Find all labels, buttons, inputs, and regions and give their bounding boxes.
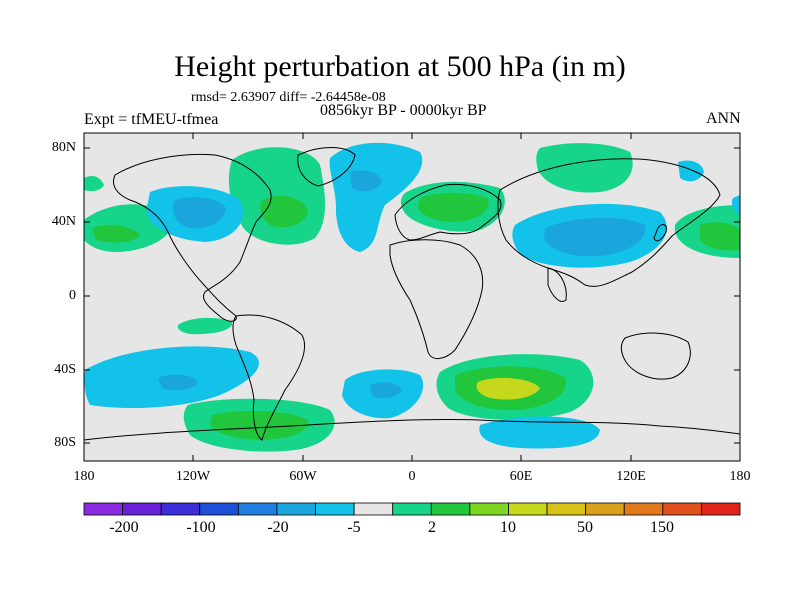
colorbar-label: -100 [186, 519, 216, 536]
lat-tick-label: 80N [51, 140, 76, 155]
colorbar-swatch [469, 502, 509, 516]
colorbar-swatch [83, 502, 123, 516]
colorbar-swatch [353, 502, 394, 516]
colorbar-swatch [662, 502, 702, 516]
colorbar-swatch [199, 502, 239, 516]
lon-tick-label: 0 [408, 469, 416, 484]
experiment-label: Expt = tfMEU-tfmea [84, 111, 219, 128]
lon-tick-label: 120E [616, 469, 646, 484]
map-frame [83, 132, 741, 462]
lat-tick-label: 0 [69, 288, 76, 303]
map-field [84, 133, 740, 461]
lat-tick-label: 40S [54, 362, 76, 377]
colorbar-label: -20 [267, 519, 289, 536]
colorbar-label: -5 [347, 519, 361, 536]
colorbar-swatch [160, 502, 201, 516]
colorbar-swatch [508, 502, 548, 516]
stats-line: rmsd= 2.63907 diff= -2.64458e-08 [191, 90, 386, 105]
lat-tick-label: 40N [51, 214, 76, 229]
colorbar-swatch [701, 502, 741, 516]
lon-tick-label: 120W [175, 469, 211, 484]
colorbar-swatch [315, 502, 355, 516]
colorbar-label: 10 [500, 519, 516, 536]
colorbar-label: 150 [650, 519, 674, 536]
lon-tick-label: 180 [729, 469, 751, 484]
colorbar-swatch [623, 502, 664, 516]
lon-tick-label: 60E [509, 469, 533, 484]
lon-tick-label: 180 [73, 469, 95, 484]
lon-tick-label: 60W [289, 469, 317, 484]
coastlines [84, 147, 740, 441]
colorbar-swatch [585, 502, 625, 516]
lat-tick-label: 80S [54, 435, 76, 450]
colorbar-swatch [392, 502, 432, 516]
colorbar [83, 502, 741, 516]
colorbar-swatch [546, 502, 587, 516]
colorbar-label: -200 [109, 519, 139, 536]
colorbar-swatch [237, 502, 278, 516]
colorbar-swatch [276, 502, 316, 516]
period-label: 0856kyr BP - 0000kyr BP [320, 102, 487, 119]
season-label: ANN [706, 110, 741, 127]
map-title: Height perturbation at 500 hPa (in m) [174, 50, 626, 83]
colorbar-swatch [122, 502, 162, 516]
colorbar-label: 50 [577, 519, 593, 536]
colorbar-label: 2 [428, 519, 436, 536]
colorbar-swatch [430, 502, 471, 516]
